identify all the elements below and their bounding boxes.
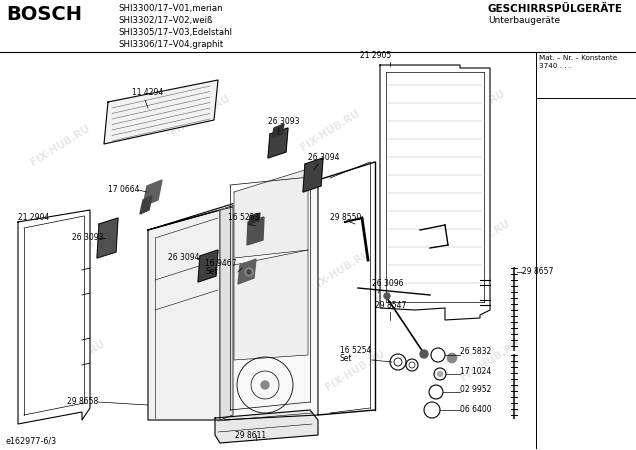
Circle shape xyxy=(247,270,251,274)
Text: FIX-HUB.RU: FIX-HUB.RU xyxy=(169,93,232,137)
Polygon shape xyxy=(220,207,233,420)
Polygon shape xyxy=(140,196,152,214)
Polygon shape xyxy=(215,410,318,443)
Text: 16 5253: 16 5253 xyxy=(228,213,259,222)
Polygon shape xyxy=(143,180,162,206)
Polygon shape xyxy=(18,210,90,424)
Circle shape xyxy=(245,268,253,276)
Circle shape xyxy=(420,350,428,358)
Text: Mat. – Nr. – Konstante
3740 . . .: Mat. – Nr. – Konstante 3740 . . . xyxy=(539,55,618,69)
Text: 29 8550: 29 8550 xyxy=(330,213,361,222)
Polygon shape xyxy=(249,213,260,224)
Polygon shape xyxy=(234,169,308,258)
Text: 29 8611: 29 8611 xyxy=(235,431,266,440)
Circle shape xyxy=(384,293,390,299)
Text: FIX-HUB.RU: FIX-HUB.RU xyxy=(308,248,371,292)
Text: FIX-HUB.RU: FIX-HUB.RU xyxy=(29,123,92,167)
Text: Set: Set xyxy=(205,267,218,276)
Polygon shape xyxy=(238,259,256,284)
Text: e162977-6/3: e162977-6/3 xyxy=(6,437,57,446)
Text: 17 1024: 17 1024 xyxy=(460,368,491,377)
Circle shape xyxy=(261,381,269,389)
Polygon shape xyxy=(380,65,490,320)
Polygon shape xyxy=(268,128,288,158)
Text: FIX-HUB.RU: FIX-HUB.RU xyxy=(298,108,361,152)
Polygon shape xyxy=(148,180,318,230)
Text: 17 0664: 17 0664 xyxy=(108,185,139,194)
Polygon shape xyxy=(272,124,284,138)
Text: FIX-HUB.RU: FIX-HUB.RU xyxy=(179,328,242,372)
Text: 21 2905: 21 2905 xyxy=(360,51,391,60)
Text: FIX-HUB.RU: FIX-HUB.RU xyxy=(34,238,97,282)
Text: 06 6400: 06 6400 xyxy=(460,405,492,414)
Polygon shape xyxy=(104,80,218,144)
Text: 11 4294: 11 4294 xyxy=(132,88,163,97)
Circle shape xyxy=(447,353,457,363)
Text: FIX-HUB.RU: FIX-HUB.RU xyxy=(448,218,511,262)
Text: GESCHIRRSPÜLGERÄTE: GESCHIRRSPÜLGERÄTE xyxy=(488,4,623,14)
Text: 21 2904: 21 2904 xyxy=(18,213,49,222)
Text: FIX-HUB.RU: FIX-HUB.RU xyxy=(443,88,506,132)
Polygon shape xyxy=(97,218,118,258)
Text: 26 3093: 26 3093 xyxy=(72,234,104,243)
Text: 29 8658: 29 8658 xyxy=(67,397,98,406)
Text: 26 3096: 26 3096 xyxy=(372,279,403,288)
Polygon shape xyxy=(303,158,323,192)
Text: 26 3094: 26 3094 xyxy=(308,153,340,162)
Text: BOSCH: BOSCH xyxy=(6,5,82,24)
Polygon shape xyxy=(198,250,218,282)
Polygon shape xyxy=(234,250,308,360)
Circle shape xyxy=(438,372,443,377)
Text: 26 5832: 26 5832 xyxy=(460,347,491,356)
Text: FIX-HUB.RU: FIX-HUB.RU xyxy=(43,338,107,382)
Text: FIX-HUB.RU: FIX-HUB.RU xyxy=(459,338,522,382)
Text: FIX-HUB.RU: FIX-HUB.RU xyxy=(324,348,387,392)
Text: 26 3094: 26 3094 xyxy=(168,253,200,262)
Text: SHI3300/17–V01,merian
SHI3302/17–V02,weiß
SHI3305/17–V03,Edelstahl
SHI3306/17–V0: SHI3300/17–V01,merian SHI3302/17–V02,wei… xyxy=(118,4,232,50)
Text: FIX-HUB.RU: FIX-HUB.RU xyxy=(163,208,226,252)
Text: 29 8657: 29 8657 xyxy=(522,267,553,276)
Polygon shape xyxy=(148,210,220,420)
Polygon shape xyxy=(247,217,264,245)
Polygon shape xyxy=(220,180,318,420)
Text: 02 9952: 02 9952 xyxy=(460,386,492,395)
Text: 29 8547: 29 8547 xyxy=(375,301,406,310)
Text: Unterbaugeräte: Unterbaugeräte xyxy=(488,16,560,25)
Text: 16 5254: 16 5254 xyxy=(340,346,371,355)
Text: 16 9467: 16 9467 xyxy=(205,259,237,268)
Text: Set: Set xyxy=(340,354,352,363)
Text: 26 3093: 26 3093 xyxy=(268,117,300,126)
